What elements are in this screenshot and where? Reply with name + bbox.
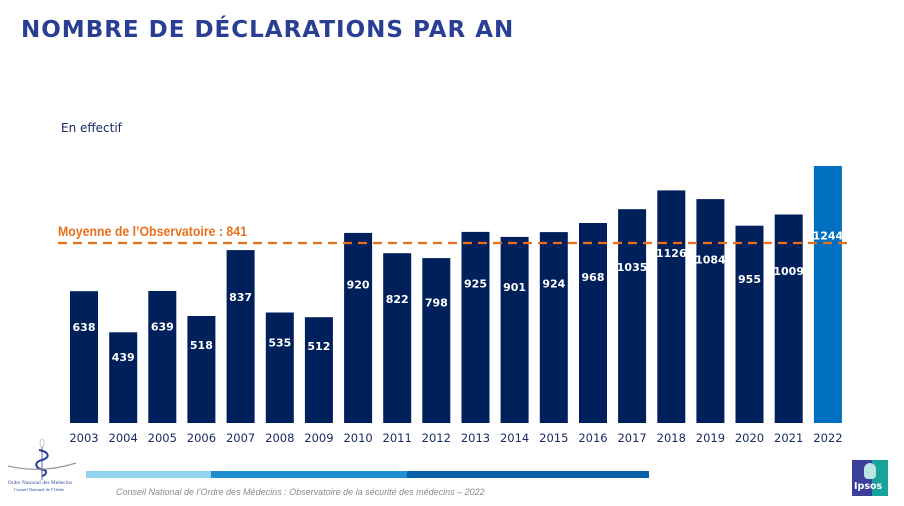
bar-2018: [657, 190, 686, 423]
value-label-2004: 439: [112, 351, 135, 364]
bar-2021: [774, 214, 803, 423]
value-label-2015: 924: [542, 278, 565, 291]
x-tick-2008: 2008: [265, 431, 294, 445]
value-label-2019: 1084: [695, 254, 726, 267]
bar-2011: [383, 253, 412, 423]
x-tick-2015: 2015: [539, 431, 568, 445]
bar-2003: [70, 291, 98, 423]
x-tick-2016: 2016: [578, 431, 607, 445]
bar-2005: [148, 291, 177, 423]
x-tick-2017: 2017: [617, 431, 646, 445]
value-label-2013: 925: [464, 278, 487, 291]
chart-subtitle: En effectif: [61, 121, 122, 135]
x-tick-2014: 2014: [500, 431, 529, 445]
x-tick-2013: 2013: [461, 431, 490, 445]
footer-band-light: [86, 471, 211, 478]
x-tick-2003: 2003: [69, 431, 98, 445]
value-label-2020: 955: [738, 273, 761, 286]
x-tick-2005: 2005: [148, 431, 177, 445]
mean-line-label: Moyenne de l’Observatoire : 841: [58, 223, 247, 239]
bar-2016: [579, 223, 607, 423]
ipsos-head-icon: [864, 463, 876, 479]
value-label-2011: 822: [386, 293, 409, 306]
x-tick-2020: 2020: [735, 431, 764, 445]
bar-2014: [500, 236, 529, 423]
x-tick-2007: 2007: [226, 431, 255, 445]
x-tick-2022: 2022: [813, 431, 842, 445]
value-label-2007: 837: [229, 291, 252, 304]
value-label-2009: 512: [307, 340, 330, 353]
caduceus-icon: [7, 438, 77, 480]
x-tick-2009: 2009: [304, 431, 333, 445]
bar-2010: [344, 232, 373, 423]
x-tick-2010: 2010: [343, 431, 372, 445]
value-label-2006: 518: [190, 339, 213, 352]
x-tick-2021: 2021: [774, 431, 803, 445]
x-tick-2011: 2011: [383, 431, 412, 445]
bar-2013: [461, 231, 490, 423]
value-label-2010: 920: [347, 278, 370, 291]
page-title: NOMBRE DE DÉCLARATIONS PAR AN: [21, 17, 515, 43]
ipsos-logo-text: Ipsos: [854, 481, 883, 492]
bar-2007: [226, 250, 255, 423]
bar-2009: [304, 317, 333, 423]
bar-2012: [422, 258, 451, 423]
x-tick-2006: 2006: [187, 431, 216, 445]
value-label-2022: 1244: [813, 229, 844, 242]
cnom-logo: [6, 438, 78, 498]
value-label-2012: 798: [425, 297, 448, 310]
bar-2015: [539, 232, 568, 423]
value-label-2008: 535: [268, 336, 291, 349]
value-label-2005: 639: [151, 321, 174, 334]
value-label-2021: 1009: [773, 265, 804, 278]
value-label-2014: 901: [503, 281, 526, 294]
x-tick-2018: 2018: [657, 431, 686, 445]
ipsos-logo: Ipsos: [852, 460, 888, 496]
footer-band-mid: [211, 471, 407, 478]
value-label-2018: 1126: [656, 247, 687, 260]
x-tick-2019: 2019: [696, 431, 725, 445]
bar-2017: [618, 209, 647, 423]
bar-2022: [813, 166, 842, 423]
x-tick-2012: 2012: [422, 431, 451, 445]
bar-2019: [696, 199, 725, 423]
bar-2006: [187, 316, 216, 423]
value-label-2016: 968: [582, 271, 605, 284]
bar-2004: [109, 332, 138, 423]
footer-band-dark: [407, 471, 649, 478]
cnom-logo-subtext: Conseil National de l’Ordre: [14, 487, 65, 492]
bar-2020: [735, 225, 764, 423]
x-tick-2004: 2004: [109, 431, 138, 445]
cnom-logo-text: Ordre National des Médecins: [8, 481, 73, 486]
value-label-2003: 638: [73, 321, 96, 334]
value-label-2017: 1035: [617, 261, 648, 274]
footer-source: Conseil National de l’Ordre des Médecins…: [116, 487, 485, 497]
bar-2008: [265, 312, 294, 423]
